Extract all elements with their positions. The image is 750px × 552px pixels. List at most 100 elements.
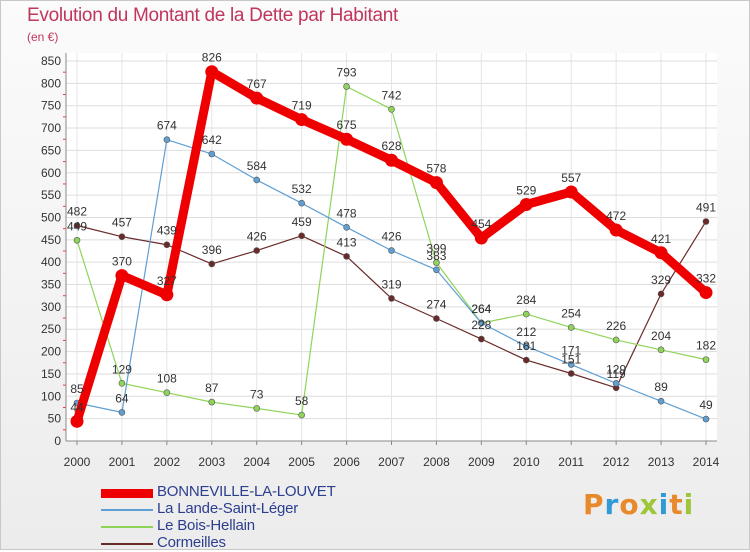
data-point [564, 185, 578, 199]
y-tick-label: 0 [54, 434, 61, 448]
data-point [115, 269, 129, 283]
data-point [385, 153, 398, 167]
y-tick-label: 800 [41, 76, 61, 90]
axes: 0 50 100 150 200 250 300 350 400 450 500 550 600 650 7… [41, 53, 720, 469]
data-point [657, 290, 665, 298]
data-label: 327 [157, 274, 177, 288]
data-point [478, 319, 485, 327]
y-tick-label: 700 [41, 121, 61, 135]
x-tick-label: 2011 [558, 455, 584, 469]
data-point [567, 324, 575, 331]
y-tick-label: 550 [41, 188, 61, 202]
data-label: 284 [516, 293, 536, 307]
y-tick-label: 450 [41, 233, 61, 247]
data-point [702, 218, 710, 225]
data-point [73, 236, 81, 244]
data-label: 491 [696, 200, 716, 214]
x-tick-label: 2014 [693, 455, 720, 469]
data-point [343, 83, 350, 90]
data-label: 675 [337, 118, 357, 132]
x-tick-label: 2002 [154, 455, 181, 469]
data-label: 319 [381, 277, 401, 291]
data-label: 264 [471, 302, 491, 316]
data-label: 151 [561, 352, 581, 366]
data-label: 454 [471, 217, 491, 231]
data-label: 674 [157, 119, 177, 133]
data-label: 449 [67, 219, 87, 233]
data-point [208, 398, 216, 406]
data-label: 44 [70, 400, 84, 414]
data-point [205, 65, 219, 79]
series-lines [70, 65, 713, 428]
data-point [388, 247, 395, 254]
data-label: 204 [651, 329, 671, 343]
data-point [250, 91, 264, 105]
data-point [163, 389, 171, 397]
data-label: 383 [426, 249, 446, 263]
data-point [522, 310, 530, 318]
data-point [474, 231, 488, 245]
data-label: 459 [292, 215, 312, 229]
data-label: 329 [651, 273, 671, 287]
data-label: 226 [606, 319, 626, 333]
data-point [657, 397, 665, 405]
data-point [433, 266, 440, 274]
data-point [657, 346, 665, 354]
data-label: 532 [292, 182, 312, 196]
data-point [388, 295, 395, 302]
data-point [343, 253, 350, 260]
legend-swatch [101, 526, 153, 528]
data-point [298, 199, 305, 207]
data-label: 742 [381, 88, 401, 102]
data-point [567, 370, 575, 377]
data-point [253, 405, 261, 412]
data-point [609, 223, 623, 237]
data-point [163, 136, 171, 143]
legend-swatch [101, 488, 153, 498]
chart-title: Evolution du Montant de la Dette par Hab… [27, 5, 398, 26]
data-point [699, 286, 713, 300]
data-label: 767 [247, 77, 267, 91]
x-tick-label: 2013 [648, 455, 675, 469]
x-tick-label: 2009 [468, 455, 495, 469]
x-tick-label: 2008 [423, 455, 450, 469]
data-label: 58 [295, 394, 309, 408]
data-label: 228 [471, 318, 491, 332]
data-label: 85 [70, 382, 84, 396]
x-tick-label: 2001 [109, 455, 136, 469]
data-point [702, 415, 710, 423]
data-point [340, 132, 354, 146]
data-point [208, 260, 216, 268]
data-label: 49 [699, 398, 713, 412]
y-tick-label: 300 [41, 300, 61, 314]
y-tick-label: 650 [41, 143, 61, 157]
data-point [118, 380, 126, 387]
data-point [519, 198, 533, 212]
y-tick-label: 150 [41, 367, 61, 381]
legend-item: Le Bois-Hellain [101, 517, 401, 535]
y-tick-label: 50 [48, 412, 62, 426]
data-label: 182 [696, 339, 716, 353]
data-point [478, 335, 485, 343]
data-label: 119 [607, 367, 626, 381]
data-label: 439 [157, 224, 177, 238]
x-tick-label: 2006 [333, 455, 360, 469]
data-label: 793 [337, 65, 357, 79]
y-tick-label: 600 [41, 166, 61, 180]
data-point [612, 380, 620, 387]
y-tick-label: 400 [41, 255, 61, 269]
data-label: 274 [426, 298, 446, 312]
data-label: 457 [112, 216, 132, 230]
data-label: 557 [561, 171, 581, 185]
x-tick-label: 2010 [513, 455, 540, 469]
data-point [433, 259, 440, 266]
data-label: 73 [250, 387, 264, 401]
data-label: 171 [561, 344, 581, 358]
y-tick-label: 100 [41, 389, 61, 403]
data-label: 370 [112, 255, 132, 269]
data-label: 129 [112, 362, 132, 376]
data-label: 64 [115, 391, 129, 405]
data-label: 719 [292, 99, 312, 113]
data-label: 87 [205, 381, 219, 395]
data-label: 396 [202, 243, 222, 257]
